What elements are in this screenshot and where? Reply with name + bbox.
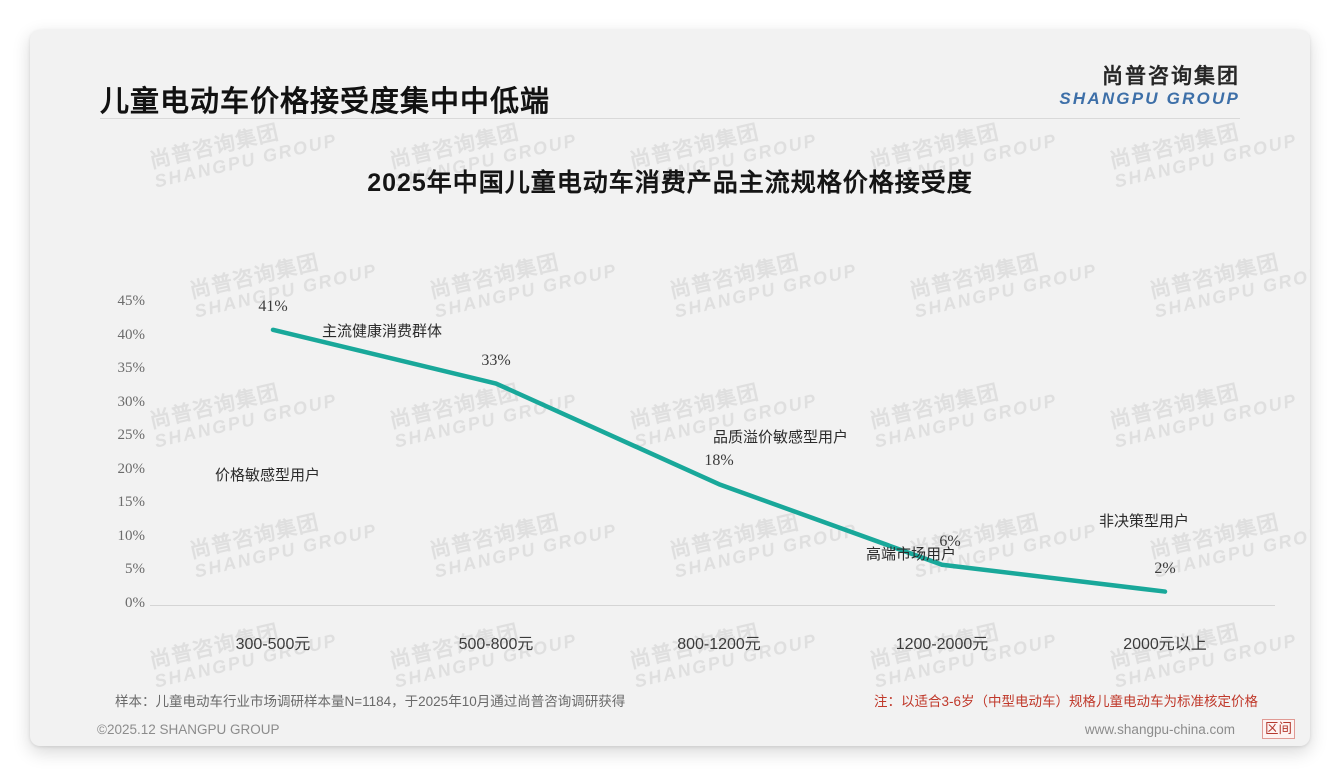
x-axis-tick-label: 2000元以上: [1123, 636, 1207, 653]
data-point-label: 6%: [939, 532, 961, 550]
y-axis-tick-label: 30%: [117, 393, 146, 410]
x-axis-tick-label: 500-800元: [458, 636, 534, 653]
data-point-label: 33%: [481, 351, 511, 369]
edit-artifact-badge[interactable]: 区间: [1262, 719, 1295, 739]
chart-annotation: 高端市场用户: [866, 546, 957, 563]
x-axis-tick-label: 300-500元: [235, 636, 311, 653]
slide-header: 儿童电动车价格接受度集中中低端 尚普咨询集团 SHANGPU GROUP: [30, 30, 1310, 119]
chart-title: 2025年中国儿童电动车消费产品主流规格价格接受度: [367, 169, 973, 197]
data-point-label: 2%: [1154, 559, 1176, 577]
line-chart-plot: 45% 40% 35% 30% 25% 20% 15% 10% 5% 0% 300-500元 500-…: [30, 118, 1310, 678]
chart-annotation: 主流健康消费群体: [322, 323, 443, 340]
y-axis-tick-label: 45%: [117, 293, 146, 309]
slide-canvas: 尚普咨询集团 SHANGPU GROUP 尚普咨询集团 SHANGPU GROUP 尚普…: [30, 30, 1310, 746]
website-text: www.shangpu-china.com: [1084, 722, 1235, 737]
brand-logo-en: SHANGPU GROUP: [1059, 89, 1240, 109]
y-axis-tick-label: 0%: [125, 595, 145, 611]
bottom-bar: ©2025.12 SHANGPU GROUP www.shangpu-china…: [0, 704, 1340, 750]
data-point-label: 41%: [258, 297, 288, 315]
chart-annotation: 价格敏感型用户: [215, 467, 321, 484]
chart-svg: [270, 327, 1168, 594]
x-axis-tick-label: 1200-2000元: [895, 636, 989, 653]
data-point-label: 18%: [704, 452, 734, 470]
x-axis-tick-label: 800-1200元: [677, 636, 761, 653]
y-axis-tick-label: 5%: [125, 561, 145, 578]
chart-annotation: 非决策型用户: [1099, 513, 1190, 530]
y-axis-tick-label: 20%: [117, 460, 146, 477]
brand-logo: 尚普咨询集团 SHANGPU GROUP: [1059, 65, 1240, 109]
chart-area: 2025年中国儿童电动车消费产品主流规格价格接受度 45% 40% 35% 30% 25…: [30, 118, 1310, 678]
chart-annotation: 品质溢价敏感型用户: [713, 429, 849, 446]
x-axis-line: [150, 605, 1275, 606]
sample-note: 样本：儿童电动车行业市场调研样本量N=1184，于2025年10月通过尚普咨询调…: [115, 694, 626, 709]
methodology-note: 注：以适合3-6岁（中型电动车）规格儿童电动车为标准核定价格: [873, 694, 1258, 709]
y-axis-tick-label: 40%: [117, 326, 146, 343]
y-axis-tick-label: 10%: [117, 527, 146, 544]
y-axis-tick-label: 15%: [117, 494, 146, 511]
copyright-text: ©2025.12 SHANGPU GROUP: [97, 722, 280, 737]
data-series-line: [270, 327, 1168, 594]
y-axis-tick-label: 25%: [117, 427, 146, 444]
y-axis-tick-label: 35%: [117, 360, 146, 377]
header-divider: [100, 118, 1240, 119]
page-title: 儿童电动车价格接受度集中中低端: [100, 86, 551, 118]
brand-logo-cn: 尚普咨询集团: [1102, 65, 1240, 88]
